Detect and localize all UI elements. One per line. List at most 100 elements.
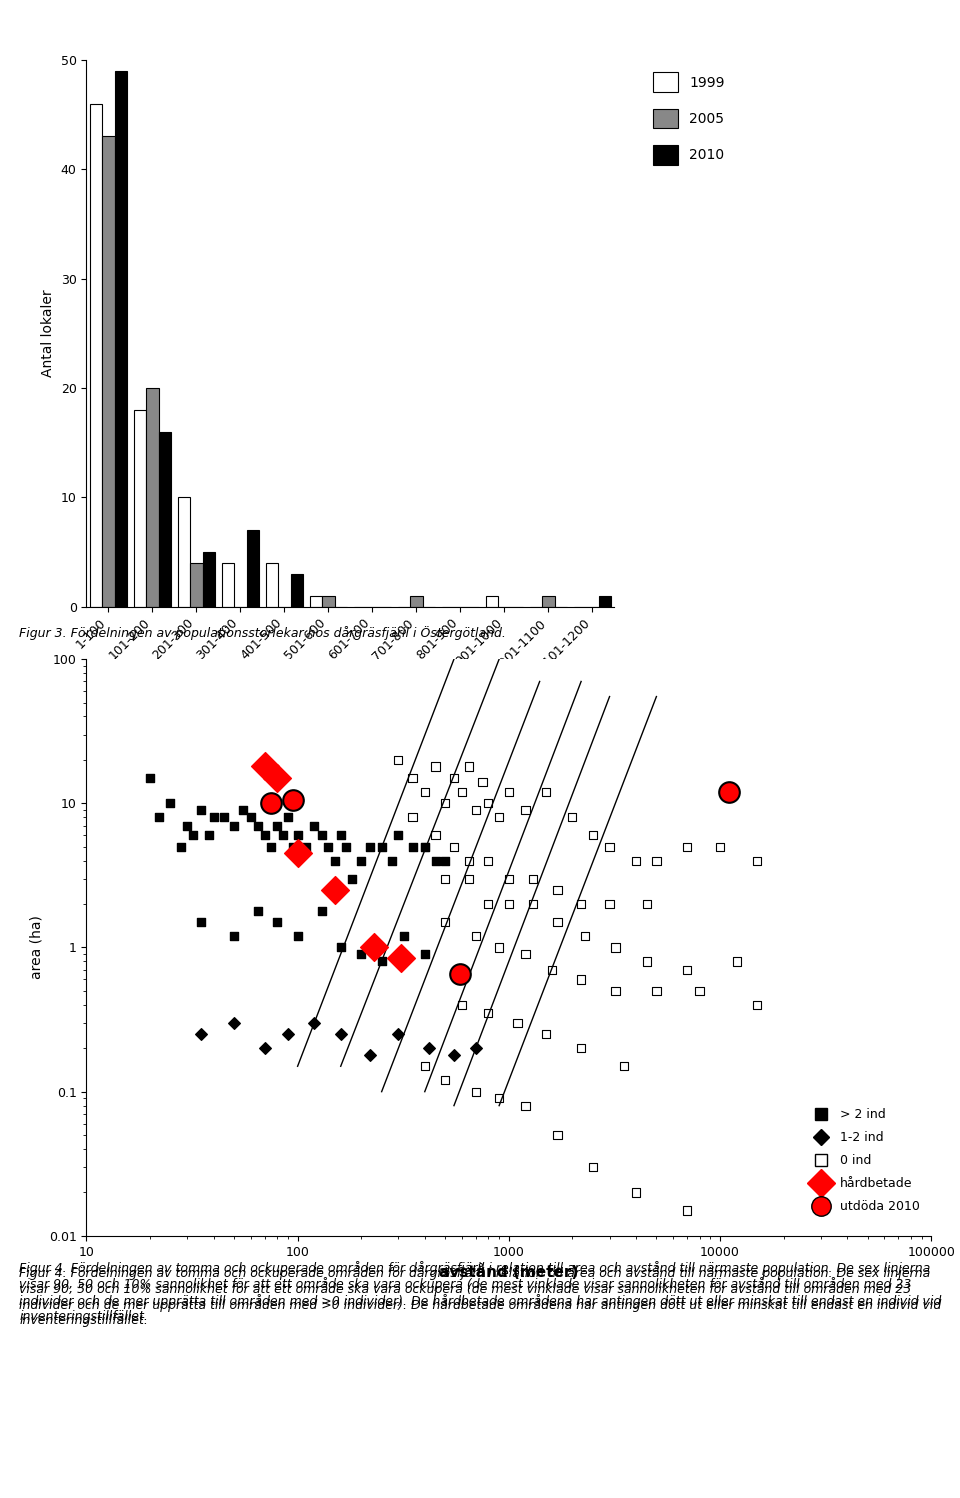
Legend: > 2 ind, 1-2 ind, 0 ind, hårdbetade, utdöda 2010: > 2 ind, 1-2 ind, 0 ind, hårdbetade, utd…: [806, 1103, 924, 1218]
Point: [492, 935, 507, 959]
Point: [729, 950, 744, 974]
Point: [481, 849, 496, 873]
Point: [257, 755, 273, 779]
Point: [374, 834, 390, 858]
Point: [712, 834, 728, 858]
Point: [421, 1037, 437, 1061]
Point: [227, 813, 242, 837]
Point: [501, 780, 516, 804]
Bar: [542, 596, 555, 607]
Point: [362, 1043, 377, 1067]
Point: [194, 1022, 209, 1046]
Point: [628, 849, 643, 873]
Point: [362, 834, 377, 858]
Point: [353, 849, 369, 873]
Point: [481, 1001, 496, 1025]
Point: [333, 935, 348, 959]
Bar: [203, 553, 215, 607]
Point: [314, 899, 329, 923]
Point: [173, 834, 188, 858]
Point: [639, 950, 655, 974]
Point: [384, 849, 399, 873]
Point: [510, 1011, 525, 1035]
Point: [417, 780, 432, 804]
Bar: [291, 574, 303, 607]
Point: [454, 993, 469, 1017]
Point: [721, 780, 736, 804]
Point: [417, 1055, 432, 1079]
Point: [501, 867, 516, 891]
Point: [202, 824, 217, 848]
Point: [481, 791, 496, 815]
Bar: [90, 103, 102, 607]
Point: [264, 791, 279, 815]
Point: [517, 942, 533, 966]
Bar: [486, 596, 498, 607]
Point: [586, 824, 601, 848]
Point: [275, 824, 290, 848]
Point: [270, 911, 285, 935]
Point: [446, 1043, 462, 1067]
Point: [180, 813, 195, 837]
Point: [692, 978, 708, 1002]
Point: [285, 834, 300, 858]
Bar: [178, 497, 190, 607]
Point: [438, 867, 453, 891]
Point: [525, 867, 540, 891]
Bar: [114, 70, 127, 607]
Point: [481, 893, 496, 917]
Point: [194, 911, 209, 935]
Point: [217, 806, 232, 830]
Point: [454, 780, 469, 804]
Point: [290, 842, 305, 866]
Point: [270, 765, 285, 789]
Point: [142, 765, 157, 789]
Point: [517, 1094, 533, 1118]
Point: [501, 893, 516, 917]
Point: [405, 834, 420, 858]
Point: [539, 780, 554, 804]
Point: [438, 849, 453, 873]
Bar: [266, 563, 278, 607]
Point: [649, 978, 664, 1002]
Point: [251, 899, 266, 923]
Point: [602, 834, 617, 858]
Point: [438, 1068, 453, 1092]
Point: [550, 911, 565, 935]
Bar: [599, 596, 611, 607]
Point: [475, 770, 491, 794]
Text: Figur 4. Fördelningen av tomma och ockuperade områden för dårgräsfjäril i relati: Figur 4. Fördelningen av tomma och ockup…: [19, 1266, 942, 1327]
Point: [438, 791, 453, 815]
Point: [185, 824, 201, 848]
Bar: [190, 563, 203, 607]
Point: [468, 798, 484, 822]
Point: [163, 791, 179, 815]
Y-axis label: Antal lokaler: Antal lokaler: [41, 289, 55, 377]
Point: [227, 924, 242, 948]
Point: [573, 893, 588, 917]
Point: [306, 813, 322, 837]
Point: [602, 893, 617, 917]
Point: [428, 755, 444, 779]
Point: [550, 878, 565, 902]
Point: [446, 765, 462, 789]
Point: [280, 1022, 296, 1046]
Point: [573, 1037, 588, 1061]
Bar: [323, 596, 334, 607]
Text: Figur 3. Fördelningen av populationsstorlekar hos dårgräsfjäril i Östergötland.: Figur 3. Fördelningen av populationsstor…: [19, 626, 506, 640]
Point: [586, 1155, 601, 1179]
Point: [205, 806, 221, 830]
Point: [468, 1037, 484, 1061]
Bar: [133, 410, 146, 607]
Bar: [102, 136, 114, 607]
Point: [391, 824, 406, 848]
Point: [680, 957, 695, 981]
Point: [428, 849, 444, 873]
Point: [578, 924, 593, 948]
Point: [321, 834, 336, 858]
Point: [639, 893, 655, 917]
Point: [327, 878, 343, 902]
Point: [264, 834, 279, 858]
Point: [257, 824, 273, 848]
Point: [243, 806, 258, 830]
